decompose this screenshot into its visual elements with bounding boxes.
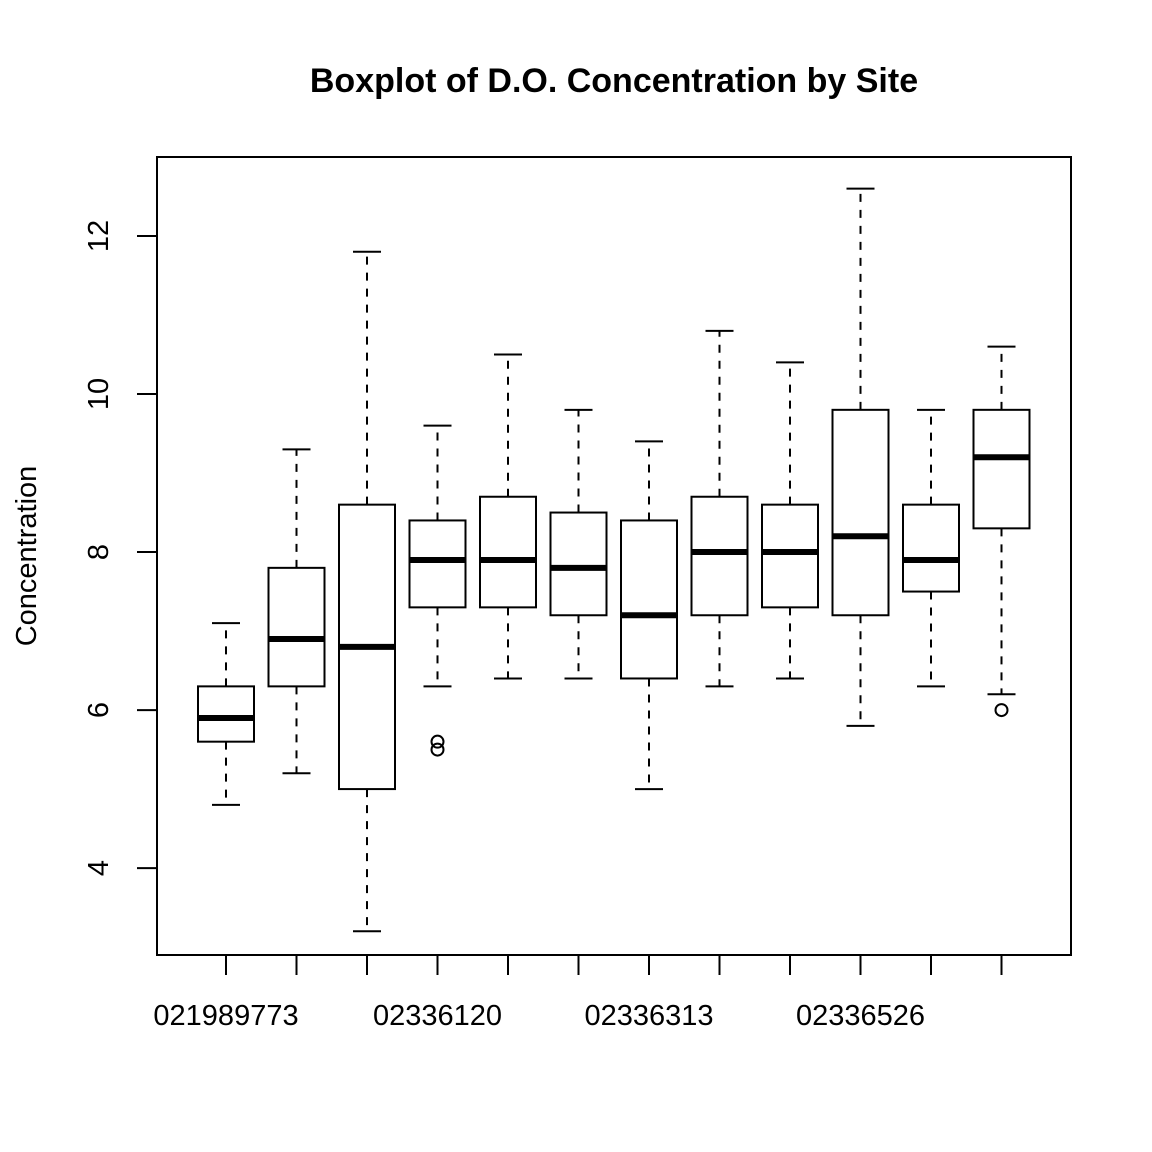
chart-title: Boxplot of D.O. Concentration by Site [310, 62, 918, 100]
iqr-box [479, 495, 537, 609]
y-tick-label: 6 [83, 702, 115, 718]
outlier-point [430, 734, 445, 749]
box-site-8 [690, 329, 749, 688]
y-tick-label: 12 [83, 220, 115, 252]
iqr-box [690, 495, 749, 617]
iqr-box [972, 408, 1031, 530]
y-axis: 4 6 8 10 12 [83, 220, 158, 876]
iqr-box [267, 566, 326, 688]
iqr-box [197, 685, 255, 743]
box-site-3 [338, 250, 396, 933]
iqr-box [408, 519, 467, 609]
y-tick-label: 4 [83, 860, 115, 876]
boxes-group [197, 187, 1031, 933]
box-site-9 [761, 361, 819, 680]
box-site-12 [972, 345, 1031, 718]
y-tick-label: 10 [83, 378, 115, 410]
iqr-box [620, 519, 678, 680]
box-site-7 [620, 440, 678, 791]
box-site-6 [549, 408, 608, 680]
box-site-1 [197, 622, 255, 806]
x-axis: 021989773 02336120 02336313 02336526 [153, 954, 1003, 1032]
y-tick-label: 8 [83, 544, 115, 560]
x-tick-label: 02336313 [584, 1000, 713, 1032]
x-tick-label: 02336526 [796, 1000, 925, 1032]
x-tick-label: 02336120 [373, 1000, 502, 1032]
iqr-box [831, 408, 890, 617]
box-site-11 [902, 408, 960, 688]
box-site-4 [408, 424, 467, 757]
box-site-10 [831, 187, 890, 727]
box-site-5 [479, 353, 537, 680]
iqr-box [761, 503, 819, 609]
y-axis-label: Concentration [11, 466, 43, 647]
iqr-box [902, 503, 960, 593]
outlier-point [430, 742, 445, 757]
x-tick-label: 021989773 [153, 1000, 298, 1032]
outlier-point [994, 703, 1009, 718]
iqr-box [549, 511, 608, 617]
box-site-2 [267, 448, 326, 775]
